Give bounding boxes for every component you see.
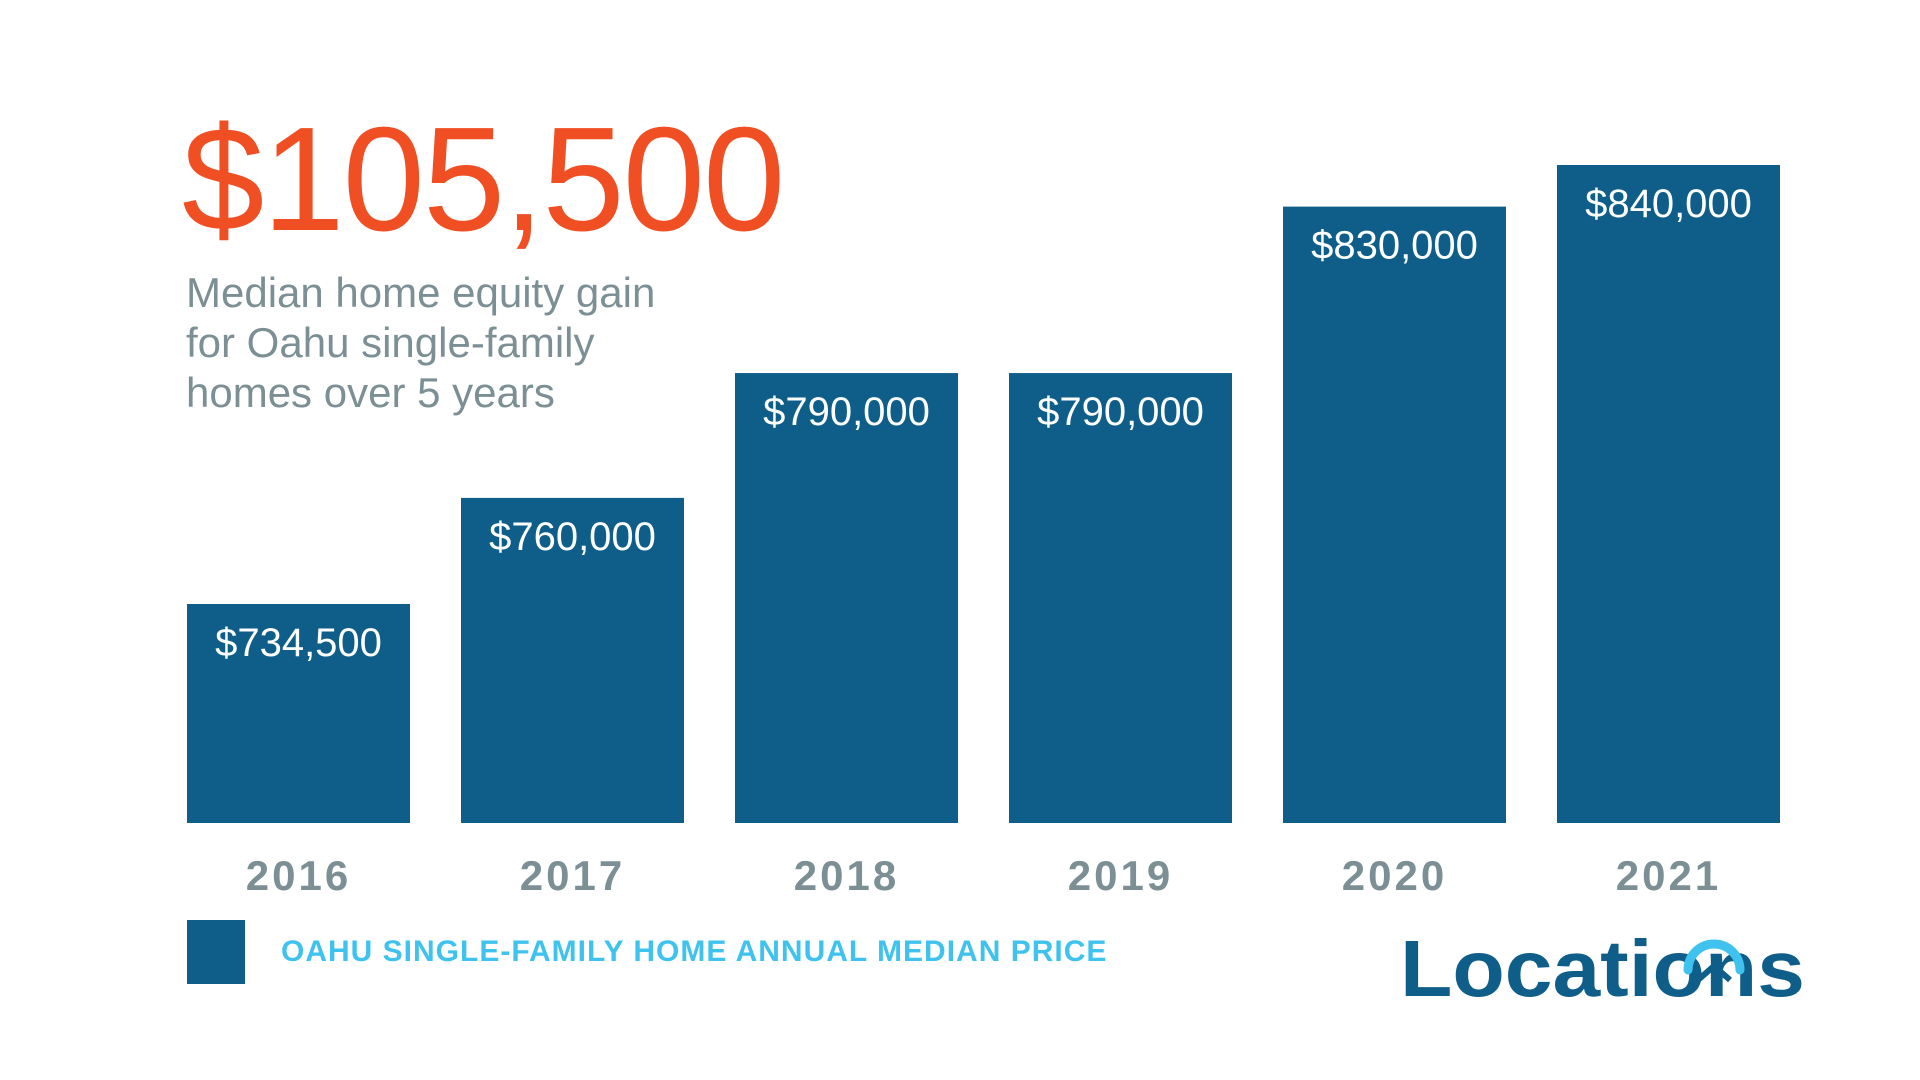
headline-subtitle: Median home equity gain for Oahu single-… (186, 269, 656, 416)
category-label-2018: 2018 (794, 852, 899, 899)
bar-chart: $734,500 2016 $760,000 2017 $790,000 2018 $790… (187, 165, 1780, 899)
chart-legend: OAHU SINGLE-FAMILY HOME ANNUAL MEDIAN PR… (187, 920, 1107, 984)
bar-value-label-2018: $790,000 (763, 390, 930, 434)
category-label-2017: 2017 (520, 852, 625, 899)
headline-value: $105,500 (182, 97, 785, 262)
locations-logo: Locations (1400, 930, 1805, 1010)
bar-2020 (1283, 206, 1506, 823)
legend-label: OAHU SINGLE-FAMILY HOME ANNUAL MEDIAN PR… (281, 935, 1108, 968)
house-roof-icon (1683, 939, 1745, 983)
bar-2019 (1009, 373, 1232, 823)
bar-2017 (461, 497, 684, 823)
category-label-2019: 2019 (1068, 852, 1173, 899)
legend-swatch (187, 920, 245, 984)
bar-value-label-2021: $840,000 (1585, 182, 1752, 226)
bar-2018 (735, 373, 958, 823)
category-label-2016: 2016 (246, 852, 351, 899)
bar-2016 (187, 604, 410, 823)
bar-value-label-2017: $760,000 (489, 515, 656, 559)
category-label-2021: 2021 (1616, 852, 1721, 899)
bar-value-label-2019: $790,000 (1037, 390, 1204, 434)
category-label-2020: 2020 (1342, 852, 1447, 899)
bar-2021 (1557, 165, 1780, 823)
bar-value-label-2020: $830,000 (1311, 224, 1478, 268)
bar-value-label-2016: $734,500 (215, 621, 382, 665)
